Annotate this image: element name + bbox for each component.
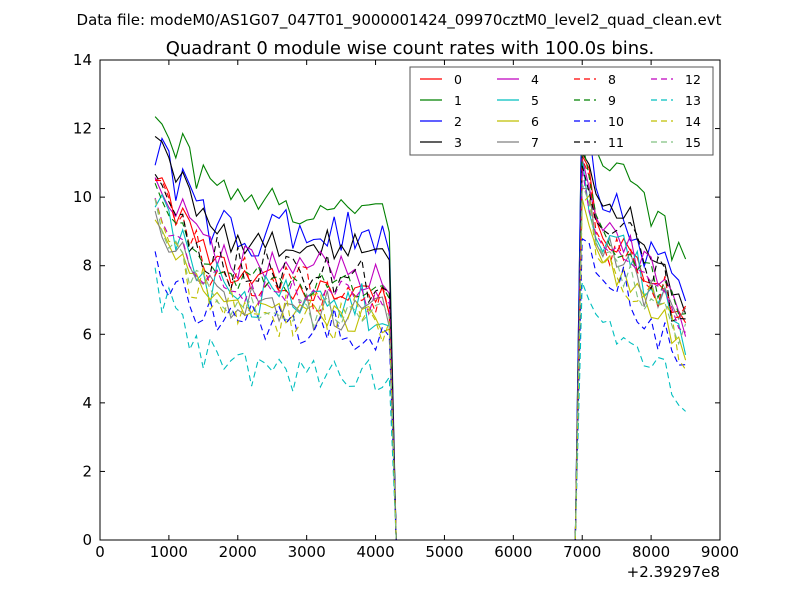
legend-label-3: 3 [454,135,462,150]
legend-label-0: 0 [454,72,462,87]
y-tick-label: 14 [73,51,92,69]
legend-label-1: 1 [454,93,462,108]
legend-label-11: 11 [608,135,624,150]
series-line-11 [154,165,686,541]
x-tick-label: 8000 [632,543,670,561]
x-tick-label: 9000 [701,543,739,561]
series-line-9 [154,141,686,541]
legend-label-6: 6 [531,114,539,129]
y-tick-label: 0 [82,531,92,549]
y-tick-label: 6 [82,325,92,343]
series-line-8 [155,158,687,541]
x-tick-label: 7000 [563,543,601,561]
series-line-10 [154,237,686,541]
legend-label-4: 4 [531,72,539,87]
legend-label-7: 7 [531,135,539,150]
series-line-4 [154,158,687,541]
series-line-15 [154,183,687,541]
series-line-3 [154,135,687,541]
series-line-7 [154,187,687,541]
y-tick-label: 4 [82,394,92,412]
legend-box [409,66,714,156]
legend-label-2: 2 [454,114,462,129]
legend-label-13: 13 [685,93,701,108]
chart-title: Quadrant 0 module wise count rates with … [166,38,655,59]
legend-label-8: 8 [608,72,616,87]
x-tick-label: 2000 [219,543,257,561]
legend-label-10: 10 [608,114,624,129]
legend-label-15: 15 [685,135,701,150]
legend-label-9: 9 [608,93,616,108]
y-tick-label: 8 [82,257,92,275]
x-tick-label: 1000 [150,543,188,561]
legend-label-5: 5 [531,93,539,108]
plot-frame [99,59,721,541]
x-tick-label: 0 [95,543,105,561]
data-file-title: Data file: modeM0/AS1G07_047T01_90000014… [77,11,722,30]
legend-label-12: 12 [685,72,701,87]
x-tick-label: 5000 [425,543,463,561]
y-tick-label: 2 [82,462,92,480]
x-offset-label: +2.39297e8 [627,563,720,581]
y-tick-label: 12 [73,120,92,138]
y-tick-label: 10 [73,188,92,206]
x-tick-label: 3000 [288,543,326,561]
series-line-5 [154,158,687,541]
x-tick-label: 6000 [494,543,532,561]
series-line-13 [154,267,686,541]
x-tick-label: 4000 [356,543,394,561]
series-line-12 [154,169,686,541]
legend-label-14: 14 [685,114,701,129]
series-line-0 [154,153,687,541]
axis-ticks: 0 1000 2000 3000 4000 5000 6000 7000 8000 9000 0 2 4… [73,51,739,561]
